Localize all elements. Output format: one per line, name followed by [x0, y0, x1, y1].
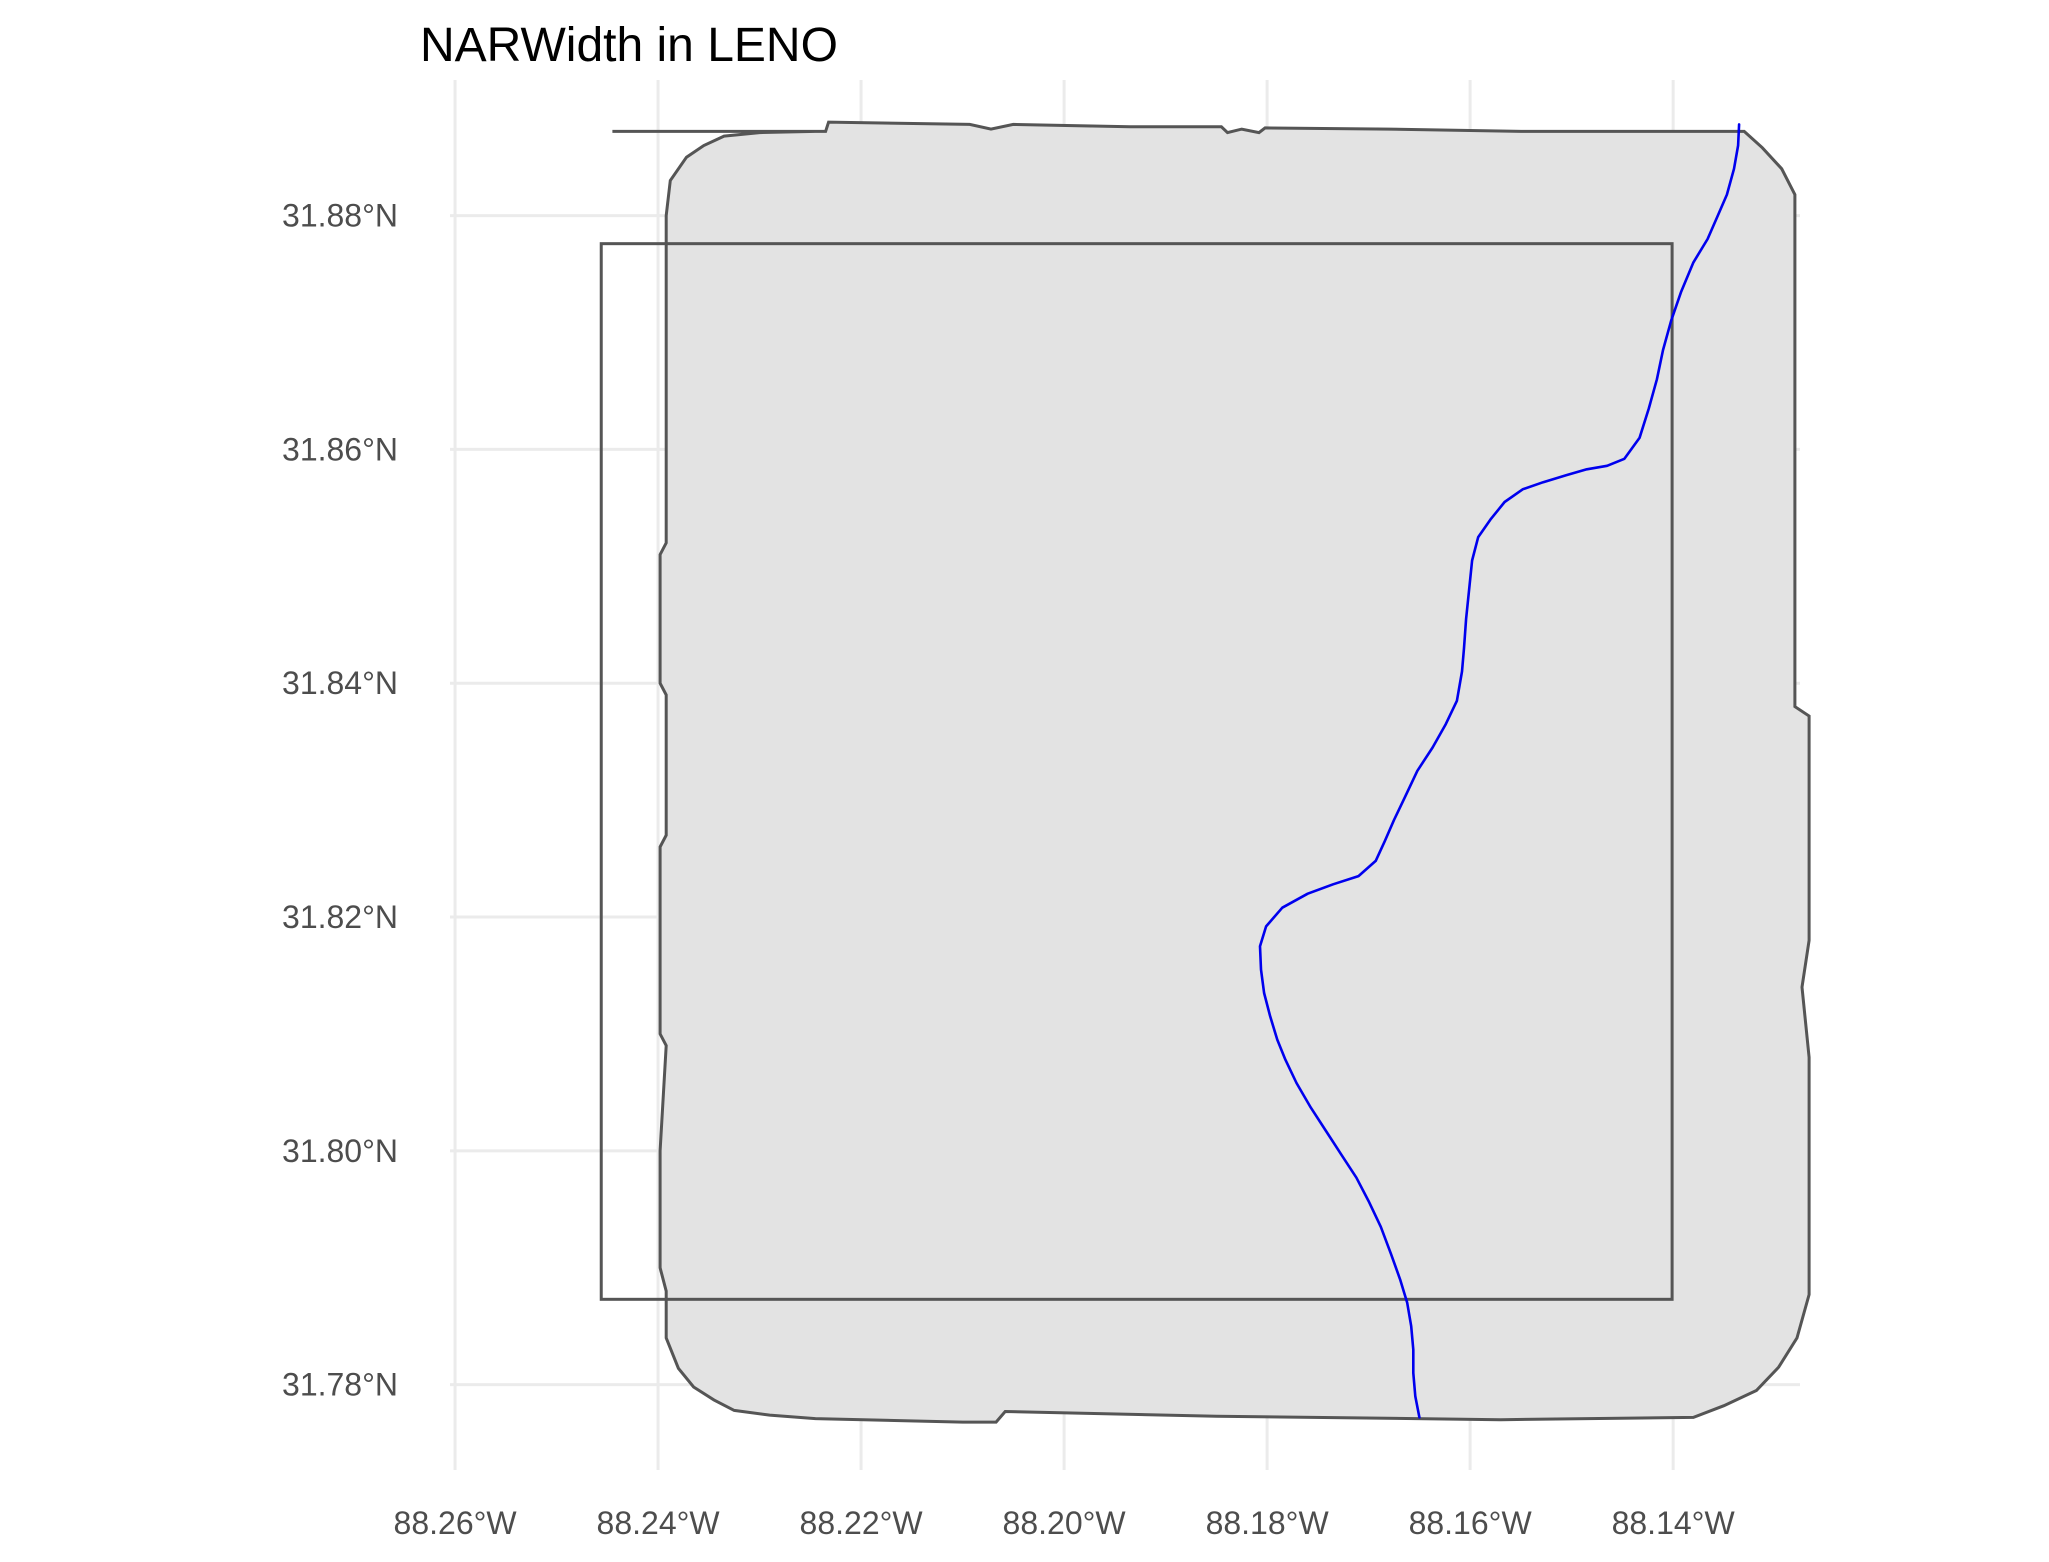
- river-line: [1258, 123, 1741, 1419]
- x-tick-label: 88.22°W: [800, 1505, 924, 1541]
- y-tick-label: 31.80°N: [282, 1133, 398, 1169]
- x-tick-label: 88.24°W: [597, 1505, 721, 1541]
- x-tick-label: 88.20°W: [1003, 1505, 1127, 1541]
- y-axis-labels: 31.88°N 31.86°N 31.84°N 31.82°N 31.80°N 31.78…: [282, 198, 398, 1403]
- buffer-area: [612, 120, 1811, 1424]
- x-axis-labels: 88.26°W 88.24°W 88.22°W 88.20°W 88.18°W 88.16…: [394, 1505, 1736, 1541]
- x-tick-label: 88.16°W: [1409, 1505, 1533, 1541]
- y-tick-label: 31.86°N: [282, 431, 398, 467]
- y-tick-label: 31.78°N: [282, 1367, 398, 1403]
- site-boundary: [599, 242, 1674, 1301]
- site-boundary-rect: [599, 242, 1674, 1301]
- river-network: [1258, 123, 1741, 1419]
- buffer-polygon: [612, 120, 1811, 1424]
- y-tick-label: 31.82°N: [282, 899, 398, 935]
- map-title: NARWidth in LENO: [420, 19, 838, 72]
- x-tick-label: 88.18°W: [1206, 1505, 1330, 1541]
- y-tick-label: 31.88°N: [282, 198, 398, 234]
- x-tick-label: 88.14°W: [1612, 1505, 1736, 1541]
- x-tick-label: 88.26°W: [394, 1505, 518, 1541]
- y-tick-label: 31.84°N: [282, 665, 398, 701]
